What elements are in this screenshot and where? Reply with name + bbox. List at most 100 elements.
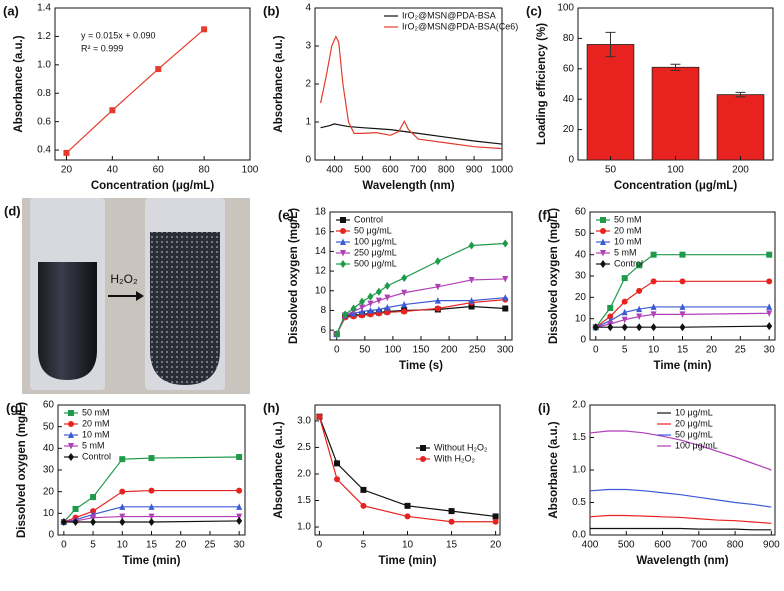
y-tick-label: 60 xyxy=(43,400,55,411)
x-tick-label: 50 xyxy=(605,165,617,176)
y-axis-label: Dissolved oxygen (mg/L) xyxy=(288,208,300,344)
x-axis-label: Time (min) xyxy=(654,360,712,372)
x-tick-label: 40 xyxy=(107,165,119,176)
marker xyxy=(340,250,346,257)
y-tick-label: 4 xyxy=(305,3,311,14)
legend-label: Control xyxy=(354,214,383,224)
y-tick-label: 60 xyxy=(563,63,575,74)
arrow-label: H₂O₂ xyxy=(110,272,138,286)
y-tick-label: 20 xyxy=(563,124,575,135)
x-tick-label: 25 xyxy=(735,345,747,356)
marker xyxy=(766,303,773,310)
y-axis-label: Loading efficiency (%) xyxy=(536,23,548,145)
y-axis-label: Dissolved oxygen (mg/L) xyxy=(16,402,28,538)
marker xyxy=(68,443,74,450)
legend-label: 20 mM xyxy=(82,418,110,428)
x-tick-label: 10 xyxy=(117,540,129,551)
marker xyxy=(148,503,155,510)
legend-label: 100 μg/mL xyxy=(675,440,718,450)
x-tick-label: 15 xyxy=(146,540,158,551)
x-tick-label: 5 xyxy=(361,540,367,551)
bar xyxy=(651,66,700,161)
legend-label: Control xyxy=(614,258,643,268)
marker xyxy=(636,287,643,294)
legend-label: 50 μg/mL xyxy=(675,429,713,439)
marker xyxy=(492,518,499,525)
chart-panel: (g) Time (min) Dissolved oxygen (mg/L) 0 10 2… xyxy=(6,400,246,567)
legend-label: Control xyxy=(82,451,111,461)
y-axis-label: Absorbance (a.u.) xyxy=(273,421,285,518)
y-tick-label: 3 xyxy=(305,41,311,52)
marker xyxy=(650,311,657,318)
x-tick-label: 10 xyxy=(402,540,414,551)
marker xyxy=(342,310,349,319)
marker xyxy=(375,297,382,305)
series-line xyxy=(589,514,772,524)
legend-label: 10 mM xyxy=(82,429,110,439)
series-line xyxy=(320,123,503,145)
marker xyxy=(119,513,126,521)
marker xyxy=(359,297,366,306)
y-tick-label: 0 xyxy=(305,155,311,166)
marker xyxy=(607,305,614,311)
marker xyxy=(119,518,126,526)
marker xyxy=(334,476,341,483)
y-tick-label: 30 xyxy=(43,465,55,476)
x-tick-label: 10 xyxy=(648,345,660,356)
marker xyxy=(404,513,411,520)
legend-label: 10 μg/mL xyxy=(675,407,713,417)
legend-label: Without H₂O₂ xyxy=(434,442,488,452)
y-tick-label: 16 xyxy=(315,226,327,237)
marker xyxy=(68,421,74,427)
marker xyxy=(468,276,475,284)
marker xyxy=(492,513,499,520)
marker xyxy=(360,502,367,509)
marker xyxy=(333,330,340,339)
marker xyxy=(384,294,391,302)
marker xyxy=(434,257,441,266)
x-axis-label: Wavelength (nm) xyxy=(636,555,728,567)
marker xyxy=(420,445,426,451)
y-tick-label: 50 xyxy=(575,228,587,239)
y-tick-label: 0.8 xyxy=(37,88,51,99)
x-tick-label: 100 xyxy=(385,345,402,356)
y-tick-label: 0.4 xyxy=(37,145,51,156)
annotation: y = 0.015x + 0.090 xyxy=(81,30,156,40)
marker xyxy=(90,494,97,501)
marker xyxy=(766,251,773,258)
bar xyxy=(716,94,765,161)
marker xyxy=(650,303,657,310)
series-line xyxy=(319,35,503,150)
y-tick-label: 0 xyxy=(580,335,586,346)
marker xyxy=(404,502,411,509)
series-line xyxy=(318,416,496,518)
marker xyxy=(90,518,97,526)
marker xyxy=(367,292,374,301)
x-tick-label: 700 xyxy=(690,540,707,551)
marker xyxy=(384,309,391,316)
x-tick-label: 900 xyxy=(466,165,483,176)
marker xyxy=(119,503,126,510)
marker xyxy=(636,262,643,269)
marker xyxy=(340,217,346,223)
panel-label: (h) xyxy=(263,400,280,415)
chart-panel: (a) Concentration (μg/mL) Absorbance (a.u.… xyxy=(3,3,259,192)
y-axis-label: Absorbance (a.u.) xyxy=(13,35,25,132)
x-tick-label: 15 xyxy=(677,345,689,356)
marker xyxy=(236,513,243,521)
marker xyxy=(401,289,408,297)
x-tick-label: 900 xyxy=(763,540,780,551)
y-tick-label: 1.4 xyxy=(37,3,51,14)
arrowhead xyxy=(136,291,144,301)
legend-label: 20 mM xyxy=(614,225,642,235)
marker xyxy=(434,305,441,312)
y-tick-label: 2.0 xyxy=(297,469,311,480)
y-axis-label: Dissolved oxygen (mg/L) xyxy=(548,208,560,344)
panel-label: (d) xyxy=(4,203,21,218)
marker xyxy=(236,487,243,494)
marker xyxy=(401,273,408,282)
marker xyxy=(502,305,509,312)
y-tick-label: 18 xyxy=(315,207,327,218)
y-tick-label: 10 xyxy=(575,313,587,324)
x-tick-label: 400 xyxy=(326,165,343,176)
